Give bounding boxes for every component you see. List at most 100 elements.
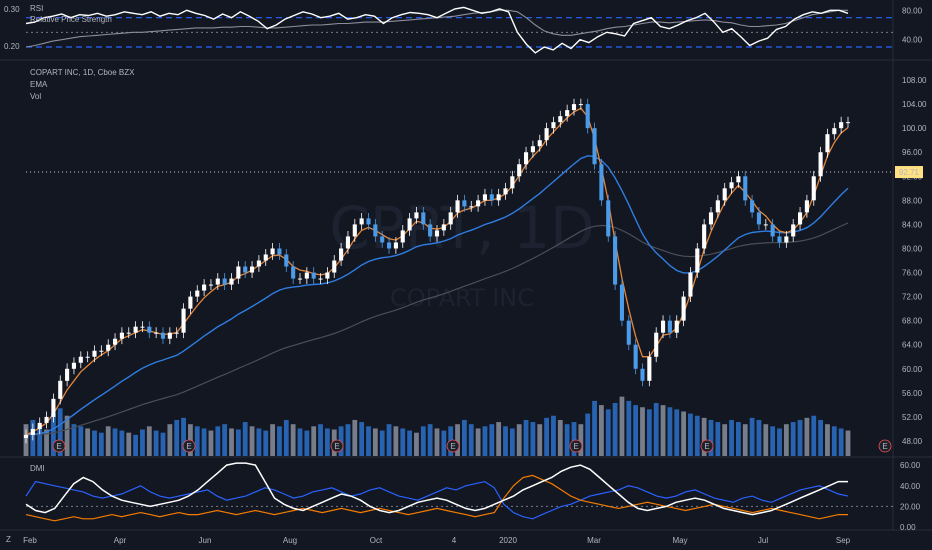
price-candle-body: [448, 212, 453, 225]
volume-bar: [229, 428, 234, 456]
price-candle-body: [654, 332, 659, 357]
price-tick-label: 80.00: [902, 244, 923, 253]
time-tick-label: Apr: [114, 536, 127, 545]
symbol-legend[interactable]: COPART INC, 1D, Cboe BZX: [30, 68, 135, 77]
earnings-marker-icon[interactable]: [700, 439, 714, 453]
time-tick-label: Feb: [23, 536, 37, 545]
dmi-series-line-adx: [25, 462, 848, 516]
volume-bar: [174, 419, 180, 456]
price-candle-body: [469, 206, 474, 208]
price-candle-body: [667, 320, 672, 333]
volume-bar: [681, 411, 686, 456]
volume-bar: [660, 405, 666, 456]
dmi-pane[interactable]: [25, 462, 893, 522]
price-candle-body: [407, 218, 412, 231]
volume-bar: [468, 424, 474, 456]
price-candle-body: [530, 146, 535, 153]
volume-bar: [715, 422, 721, 456]
earnings-marker-icon[interactable]: [446, 439, 460, 453]
volume-bar: [489, 424, 495, 456]
price-candle-body: [592, 128, 597, 165]
volume-bar: [763, 424, 769, 456]
earnings-marker-label: E: [882, 442, 887, 451]
price-candle-body: [613, 236, 618, 285]
price-candle-body: [188, 296, 193, 309]
dmi-tick-label: 20.00: [900, 502, 921, 511]
volume-bar: [352, 419, 358, 456]
price-candle-body: [619, 284, 625, 321]
price-candle-body: [284, 254, 289, 267]
volume-bar: [804, 417, 810, 456]
price-candle-body: [311, 272, 316, 279]
volume-bar: [427, 424, 433, 456]
volume-bar: [194, 426, 200, 456]
volume-bar: [283, 419, 289, 456]
price-candle-body: [797, 212, 803, 225]
price-candle-body: [325, 272, 330, 279]
volume-bar: [78, 426, 84, 456]
volume-bar: [777, 428, 782, 456]
volume-bar: [345, 424, 351, 456]
volume-bar: [790, 422, 796, 456]
price-candle-body: [791, 224, 796, 237]
price-candle-body: [832, 128, 837, 135]
earnings-marker-icon[interactable]: [182, 439, 196, 453]
price-candle-body: [202, 284, 207, 291]
price-candle-body: [270, 248, 275, 255]
volume-bar: [208, 430, 214, 456]
rsi-legend-title[interactable]: RSI: [30, 4, 43, 13]
price-candle-body: [366, 218, 371, 225]
volume-bar: [722, 424, 728, 456]
volume-bar: [482, 426, 488, 456]
earnings-marker-icon[interactable]: [330, 439, 344, 453]
price-candle-body: [578, 104, 583, 106]
earnings-marker-icon[interactable]: [52, 439, 66, 453]
timezone-z-icon[interactable]: Z: [6, 535, 11, 544]
volume-bar: [304, 430, 310, 456]
relative-strength-legend[interactable]: Relative Price Strength: [30, 15, 112, 24]
price-candle-body: [434, 230, 440, 237]
volume-legend[interactable]: Vol: [30, 92, 41, 101]
ema-slow-line: [25, 155, 849, 436]
price-candle-body: [599, 164, 604, 201]
price-candle-body: [373, 224, 378, 237]
volume-bar: [126, 432, 132, 456]
price-candle-body: [359, 218, 364, 225]
volume-bar: [400, 428, 406, 456]
price-candle-body: [92, 350, 97, 357]
price-candle-body: [462, 200, 467, 207]
dmi-legend-title[interactable]: DMI: [30, 464, 45, 473]
price-candle-body: [640, 368, 645, 381]
price-candle-body: [715, 200, 720, 213]
price-candle-body: [58, 380, 63, 399]
price-candle-body: [510, 176, 515, 189]
earnings-marker-icon[interactable]: [569, 439, 583, 453]
price-candle-body: [44, 416, 49, 423]
volume-bar: [537, 424, 543, 456]
volume-bar: [263, 430, 269, 456]
price-candle-body: [743, 176, 748, 201]
rsi-pane[interactable]: [25, 6, 893, 54]
price-candle-body: [722, 188, 727, 201]
price-candle-body: [215, 278, 220, 285]
volume-bar: [297, 428, 303, 456]
earnings-marker-label: E: [704, 442, 709, 451]
price-tick-label: 88.00: [902, 196, 923, 205]
volume-bar: [379, 430, 385, 456]
earnings-marker-icon[interactable]: [878, 439, 892, 453]
last-price-label: 92.71: [899, 168, 920, 177]
volume-bar: [153, 430, 159, 456]
price-candle-body: [339, 248, 344, 261]
volume-bar: [146, 426, 152, 456]
volume-bar: [325, 428, 330, 456]
price-candle-body: [99, 350, 104, 352]
price-candle-body: [133, 326, 138, 333]
price-candle-body: [71, 362, 77, 369]
price-candle-body: [736, 176, 741, 183]
ema-legend[interactable]: EMA: [30, 80, 48, 89]
time-tick-label: Oct: [370, 536, 383, 545]
volume-bar: [256, 428, 262, 456]
